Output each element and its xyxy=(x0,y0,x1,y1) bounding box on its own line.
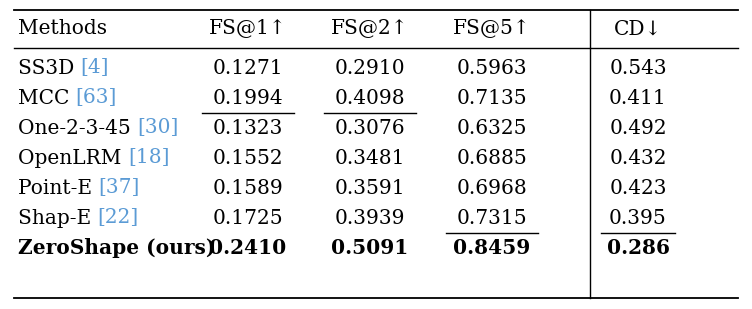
Text: OpenLRM: OpenLRM xyxy=(18,149,128,167)
Text: 0.1323: 0.1323 xyxy=(213,118,284,138)
Text: One-2-3-45: One-2-3-45 xyxy=(18,118,137,138)
Text: [22]: [22] xyxy=(98,209,139,227)
Text: 0.5091: 0.5091 xyxy=(332,238,408,258)
Text: 0.7315: 0.7315 xyxy=(456,209,527,227)
Text: Point-E: Point-E xyxy=(18,179,99,197)
Text: 0.1994: 0.1994 xyxy=(213,88,284,108)
Text: [63]: [63] xyxy=(76,88,117,108)
Text: 0.286: 0.286 xyxy=(607,238,669,258)
Text: 0.1552: 0.1552 xyxy=(213,149,284,167)
Text: ZeroShape (ours): ZeroShape (ours) xyxy=(18,238,215,258)
Text: 0.543: 0.543 xyxy=(609,58,667,78)
Text: [4]: [4] xyxy=(80,58,109,78)
Text: 0.6885: 0.6885 xyxy=(456,149,527,167)
Text: [37]: [37] xyxy=(99,179,140,197)
Text: 0.423: 0.423 xyxy=(609,179,667,197)
Text: FS@2↑: FS@2↑ xyxy=(331,19,409,39)
Text: 0.5963: 0.5963 xyxy=(456,58,527,78)
Text: 0.395: 0.395 xyxy=(609,209,667,227)
Text: 0.411: 0.411 xyxy=(609,88,667,108)
Text: [30]: [30] xyxy=(137,118,178,138)
Text: FS@5↑: FS@5↑ xyxy=(453,19,531,39)
Text: 0.2910: 0.2910 xyxy=(335,58,405,78)
Text: CD↓: CD↓ xyxy=(614,19,663,39)
Text: 0.1271: 0.1271 xyxy=(213,58,284,78)
Text: 0.432: 0.432 xyxy=(609,149,667,167)
Text: 0.6968: 0.6968 xyxy=(456,179,527,197)
Text: FS@1↑: FS@1↑ xyxy=(209,19,287,39)
Text: 0.6325: 0.6325 xyxy=(456,118,527,138)
Text: 0.492: 0.492 xyxy=(609,118,667,138)
Text: 0.4098: 0.4098 xyxy=(335,88,405,108)
Text: Methods: Methods xyxy=(18,19,107,39)
Text: [18]: [18] xyxy=(128,149,169,167)
Text: 0.3481: 0.3481 xyxy=(335,149,405,167)
Text: 0.3939: 0.3939 xyxy=(335,209,405,227)
Text: Shap-E: Shap-E xyxy=(18,209,98,227)
Text: 0.3076: 0.3076 xyxy=(335,118,405,138)
Text: MCC: MCC xyxy=(18,88,76,108)
Text: 0.3591: 0.3591 xyxy=(335,179,405,197)
Text: 0.1725: 0.1725 xyxy=(213,209,284,227)
Text: 0.8459: 0.8459 xyxy=(453,238,531,258)
Text: SS3D: SS3D xyxy=(18,58,80,78)
Text: 0.2410: 0.2410 xyxy=(209,238,287,258)
Text: 0.7135: 0.7135 xyxy=(456,88,527,108)
Text: 0.1589: 0.1589 xyxy=(213,179,284,197)
